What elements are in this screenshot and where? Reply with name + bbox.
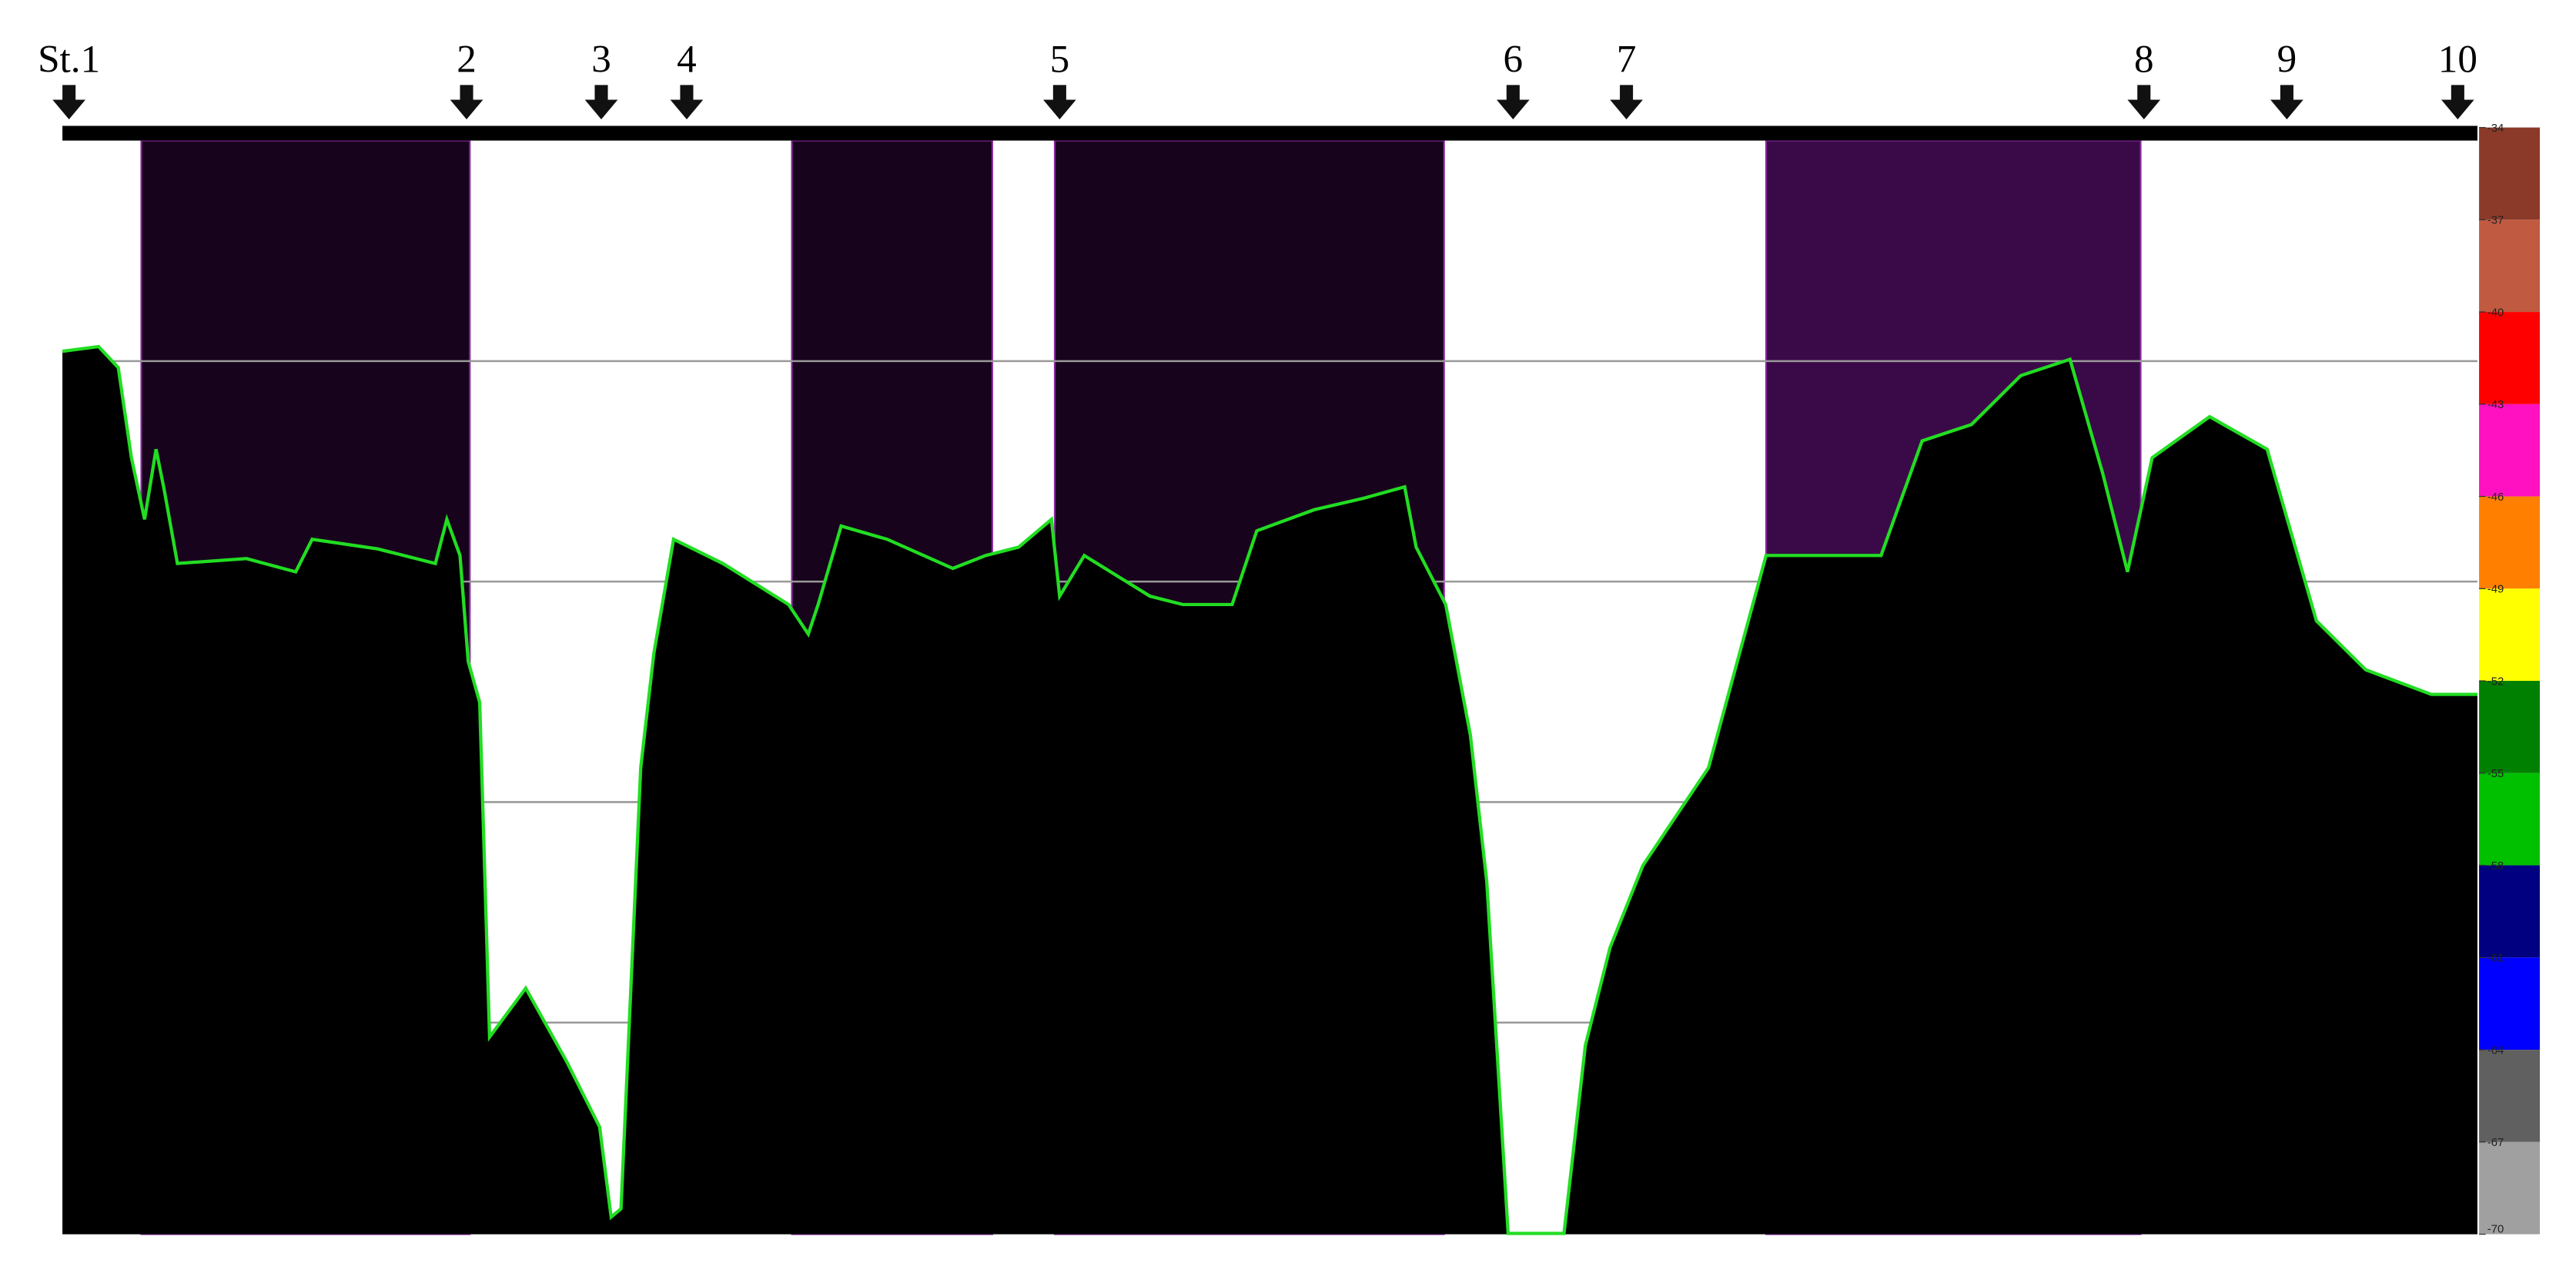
station-arrow bbox=[450, 85, 483, 119]
station-label: 4 bbox=[677, 38, 697, 82]
colorbar-label: -34 bbox=[2487, 122, 2504, 135]
station-arrow bbox=[1043, 85, 1076, 119]
colorbar-label: -67 bbox=[2487, 1137, 2504, 1149]
colorbar-swatch bbox=[2479, 312, 2541, 404]
colorbar-label: -49 bbox=[2487, 584, 2504, 596]
station-label: 10 bbox=[2438, 38, 2477, 82]
colorbar-label: -40 bbox=[2487, 307, 2504, 319]
colorbar-swatch bbox=[2479, 681, 2541, 773]
station-arrow bbox=[1497, 85, 1530, 119]
station-arrow bbox=[52, 85, 85, 119]
colorbar-swatch bbox=[2479, 865, 2541, 958]
colorbar-label: -61 bbox=[2487, 953, 2504, 965]
station-label: 5 bbox=[1050, 38, 1070, 82]
colorbar-label: -43 bbox=[2487, 399, 2504, 411]
colorbar-label: -64 bbox=[2487, 1044, 2504, 1057]
station-label: 3 bbox=[591, 38, 611, 82]
colorbar-swatch bbox=[2479, 957, 2541, 1050]
seafloor-line bbox=[62, 344, 2477, 1235]
station-arrow bbox=[670, 85, 704, 119]
colorbar-label: -55 bbox=[2487, 768, 2504, 780]
colorbar-label: -52 bbox=[2487, 675, 2504, 688]
colorbar-label: -37 bbox=[2487, 215, 2504, 227]
seafloor-area bbox=[62, 346, 2477, 1235]
station-arrow bbox=[2270, 85, 2303, 119]
station-label: 2 bbox=[457, 38, 477, 82]
colorbar-swatch bbox=[2479, 1050, 2541, 1142]
station-arrow bbox=[2441, 85, 2474, 119]
station-label: 7 bbox=[1617, 38, 1637, 82]
colorbar-label: -70 bbox=[2487, 1223, 2504, 1235]
station-arrow bbox=[1610, 85, 1643, 119]
station-label: St.1 bbox=[38, 38, 100, 82]
station-label: 6 bbox=[1504, 38, 1524, 82]
station-arrow bbox=[2127, 85, 2161, 119]
station-label: 8 bbox=[2134, 38, 2154, 82]
colorbar-swatch bbox=[2479, 127, 2541, 220]
colorbar-swatch bbox=[2479, 1141, 2541, 1235]
colorbar-swatch bbox=[2479, 219, 2541, 313]
colorbar-swatch bbox=[2479, 404, 2541, 497]
station-label: 9 bbox=[2277, 38, 2297, 82]
colorbar-swatch bbox=[2479, 588, 2541, 682]
colorbar-label: -46 bbox=[2487, 491, 2504, 504]
station-arrow bbox=[584, 85, 618, 119]
colorbar-label: -58 bbox=[2487, 860, 2504, 873]
colorbar-swatch bbox=[2479, 496, 2541, 589]
surface-bar bbox=[62, 126, 2477, 141]
colorbar-swatch bbox=[2479, 772, 2541, 866]
